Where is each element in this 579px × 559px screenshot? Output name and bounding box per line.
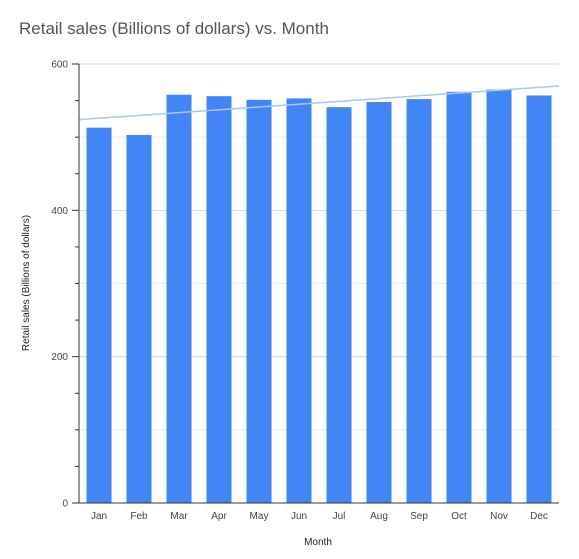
bar-nov	[486, 89, 512, 503]
bar-may	[246, 99, 272, 503]
x-tick-label: Feb	[130, 511, 148, 522]
x-tick-label: Jan	[91, 511, 107, 522]
x-tick-label: Jun	[291, 511, 307, 522]
x-tick-label: Jul	[333, 511, 346, 522]
y-axis-label: Retail sales (Billions of dollars)	[21, 215, 32, 351]
bar-apr	[206, 96, 232, 504]
gridlines	[79, 63, 559, 431]
bar-jun	[286, 98, 312, 503]
trendline	[78, 85, 560, 121]
bar-mar	[166, 94, 192, 503]
x-tick-label: Sep	[410, 511, 428, 522]
bar-sep	[406, 99, 432, 504]
x-tick-label: Oct	[451, 511, 467, 522]
bar-dec	[526, 95, 552, 503]
y-tick-label: 200	[51, 352, 68, 363]
bar-oct	[446, 91, 472, 503]
axes	[72, 63, 559, 504]
y-tick-label: 600	[51, 60, 68, 71]
x-tick-label: Apr	[211, 511, 227, 522]
y-tick-label: 400	[51, 206, 68, 217]
bar-feb	[126, 134, 152, 503]
bars	[86, 89, 552, 504]
x-axis-label: Month	[304, 537, 332, 548]
x-tick-label: May	[250, 511, 269, 522]
x-tick-label: Mar	[170, 511, 188, 522]
x-tick-label: Dec	[530, 511, 548, 522]
chart-title: Retail sales (Billions of dollars) vs. M…	[19, 19, 329, 38]
tick-labels: 0 200 400 600 Jan Feb Mar Apr May Jun Jul Aug Sep Oct…	[51, 60, 548, 523]
trendline-layer	[78, 85, 560, 121]
x-tick-label: Aug	[370, 511, 388, 522]
bar-jul	[326, 107, 352, 503]
x-tick-label: Nov	[490, 511, 508, 522]
y-tick-label: 0	[62, 499, 68, 510]
bar-aug	[366, 102, 392, 504]
bar-jan	[86, 127, 112, 503]
